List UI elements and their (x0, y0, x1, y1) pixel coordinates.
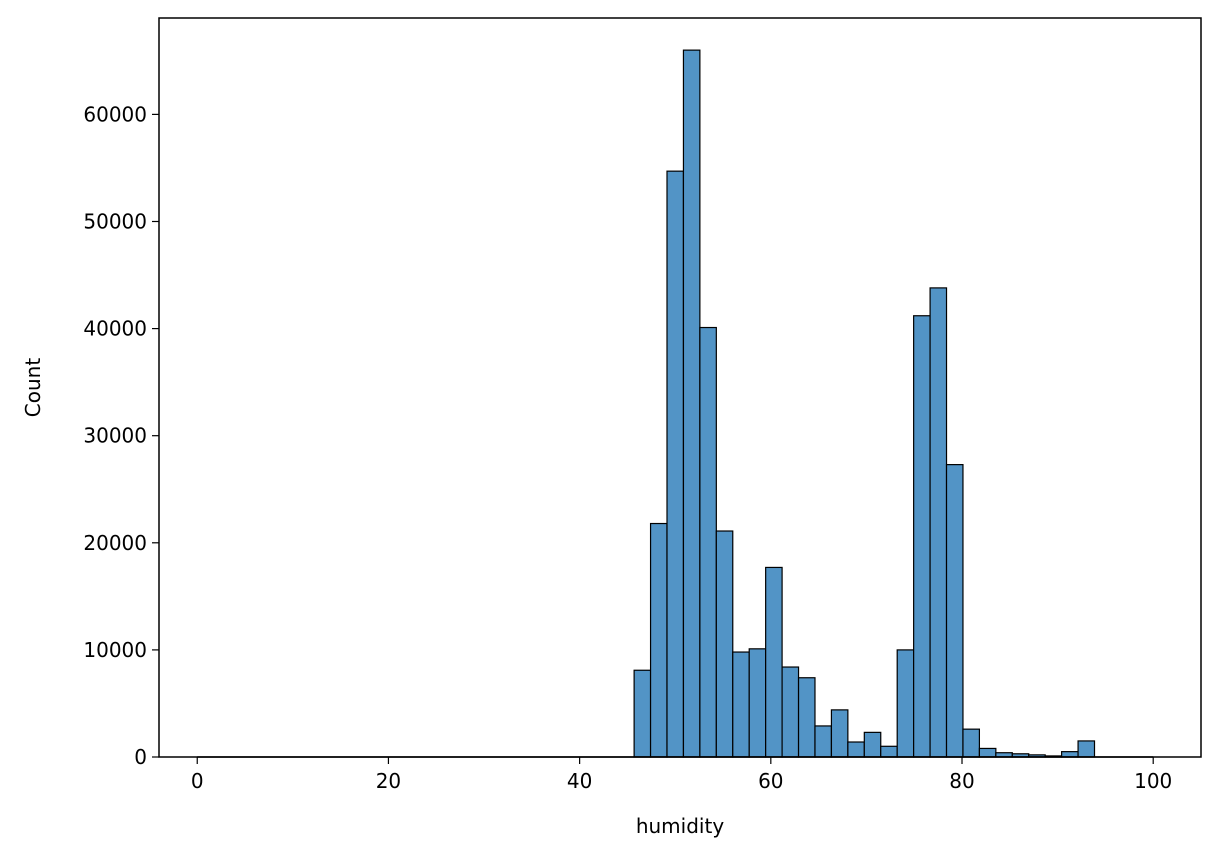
histogram-bar (896, 649, 915, 758)
histogram-bar (847, 741, 865, 758)
y-tick-label: 50000 (83, 209, 147, 233)
histogram-bar (649, 522, 668, 758)
x-tick-label: 100 (1134, 769, 1172, 793)
x-tick-label: 40 (567, 769, 592, 793)
histogram-bar (765, 566, 783, 758)
histogram-bar (945, 464, 964, 758)
y-axis-ticks: 0 10000 20000 30000 40000 50000 60000 (83, 102, 159, 769)
x-axis-label: humidity (636, 814, 724, 838)
histogram-bar (880, 745, 898, 758)
x-tick-label: 20 (376, 769, 401, 793)
x-tick-label: 60 (758, 769, 783, 793)
histogram-bar (962, 728, 981, 758)
x-axis-ticks: 0 20 40 60 80 100 (191, 757, 1172, 793)
histogram-bar (1061, 751, 1079, 758)
histogram-bar (797, 677, 816, 758)
histogram-bar (682, 49, 701, 758)
histogram-bar (666, 170, 685, 758)
y-tick-label: 40000 (83, 317, 147, 341)
histogram-bar (978, 747, 997, 758)
y-tick-label: 20000 (83, 531, 147, 555)
histogram-bar (732, 651, 750, 758)
y-tick-label: 10000 (83, 638, 147, 662)
y-tick-label: 0 (134, 745, 147, 769)
histogram-bars (197, 49, 1154, 758)
y-tick-label: 30000 (83, 424, 147, 448)
plot-frame (158, 17, 1202, 758)
histogram-bar (830, 709, 849, 758)
histogram-bar (633, 669, 652, 758)
histogram-bar (814, 725, 833, 758)
x-tick-label: 0 (191, 769, 204, 793)
histogram-bar (929, 287, 948, 758)
y-axis-label: Count (21, 358, 45, 418)
histogram-bar (781, 666, 800, 758)
histogram-bar (748, 648, 767, 758)
y-tick-label: 60000 (83, 102, 147, 126)
histogram-bar (699, 326, 717, 758)
histogram-bar (913, 315, 931, 758)
histogram-bar (863, 731, 882, 758)
histogram-bar (715, 530, 734, 758)
x-tick-label: 80 (949, 769, 974, 793)
histogram-bar (1077, 740, 1096, 758)
